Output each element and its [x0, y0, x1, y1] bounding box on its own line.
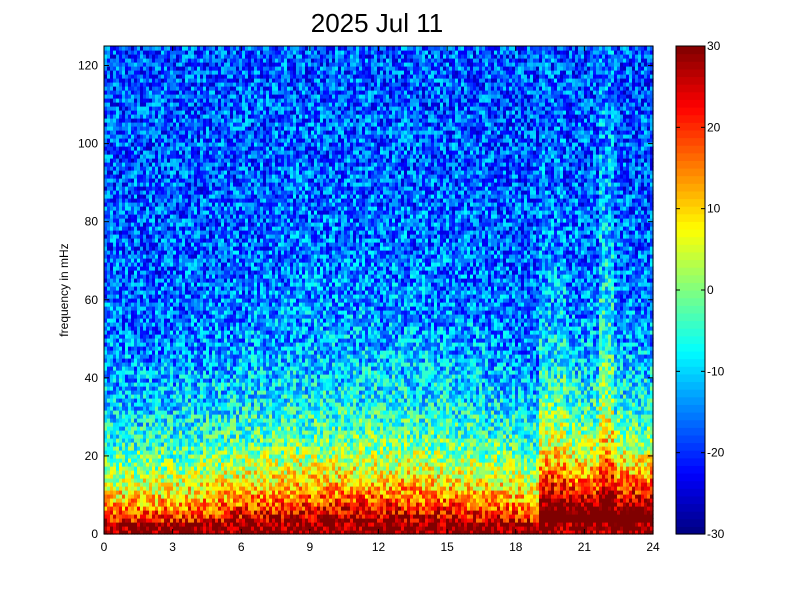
colorbar-segment — [676, 274, 705, 283]
colorbar-segment — [676, 160, 705, 169]
colorbar-segment — [676, 457, 705, 466]
colorbar-segment — [676, 267, 705, 276]
colorbar-segment — [676, 419, 705, 428]
y-axis: 0 20 40 60 80 100 120 — [78, 59, 653, 541]
colorbar-segment — [676, 221, 705, 230]
colorbar-segment — [676, 91, 705, 100]
colorbar-segment — [676, 297, 705, 306]
colorbar-segment — [676, 305, 705, 314]
colorbar-segment — [676, 107, 705, 116]
y-tick-label: 100 — [78, 137, 98, 151]
colorbar-segment — [676, 320, 705, 329]
x-axis: 0 3 6 9 12 15 18 21 24 — [101, 46, 660, 554]
x-tick-label: 6 — [238, 540, 245, 554]
colorbar-tick-label: -20 — [707, 446, 725, 460]
y-tick-label: 40 — [85, 371, 99, 385]
y-tick-label: 120 — [78, 59, 98, 73]
colorbar-segment — [676, 434, 705, 444]
colorbar-segment — [676, 84, 705, 93]
colorbar-segment — [676, 473, 705, 482]
colorbar-segment — [676, 328, 705, 337]
colorbar-segment — [676, 518, 705, 527]
colorbar-segment — [676, 427, 705, 436]
colorbar-tick-label: -30 — [707, 527, 725, 541]
y-tick-label: 80 — [85, 215, 99, 229]
colorbar-segment — [676, 99, 705, 108]
colorbar-segment — [676, 76, 705, 85]
x-tick-label: 12 — [372, 540, 386, 554]
colorbar-segment — [676, 480, 705, 489]
colorbar-tick-label: 20 — [707, 120, 721, 134]
colorbar-segment — [676, 358, 705, 367]
colorbar-tick-label: 30 — [707, 39, 721, 53]
colorbar-segment — [676, 206, 705, 215]
x-tick-label: 0 — [101, 540, 108, 554]
colorbar-segment — [676, 488, 705, 497]
colorbar-segment — [676, 404, 705, 413]
colorbar-segment — [676, 503, 705, 512]
colorbar-segment — [676, 396, 705, 405]
colorbar-segment — [676, 290, 705, 299]
colorbar-tick-label: 0 — [707, 283, 714, 297]
x-tick-label: 9 — [307, 540, 314, 554]
colorbar-ticks: 30 20 10 0 -10 -20 -30 — [676, 39, 725, 541]
colorbar-segment — [676, 389, 705, 398]
colorbar-segment — [676, 190, 705, 200]
colorbar-segment — [676, 450, 705, 459]
x-tick-label: 24 — [646, 540, 660, 554]
colorbar-segment — [676, 351, 705, 360]
colorbar-segment — [676, 335, 705, 344]
chart-title: 2025 Jul 11 — [311, 8, 444, 38]
x-tick-label: 21 — [578, 540, 592, 554]
y-tick-label: 0 — [91, 527, 98, 541]
colorbar-segment — [676, 236, 705, 245]
colorbar-segment — [676, 53, 705, 62]
colorbar-segment — [676, 373, 705, 383]
colorbar-segment — [676, 152, 705, 161]
y-tick-label: 20 — [85, 449, 99, 463]
colorbar-segment — [676, 412, 705, 421]
colorbar-segment — [676, 183, 705, 192]
colorbar-segment — [676, 46, 705, 55]
colorbar — [676, 46, 705, 535]
colorbar-tick-label: -10 — [707, 364, 725, 378]
x-tick-label: 18 — [509, 540, 523, 554]
colorbar-segment — [676, 312, 705, 322]
colorbar-segment — [676, 61, 705, 70]
colorbar-segment — [676, 381, 705, 390]
colorbar-segment — [676, 442, 705, 451]
colorbar-segment — [676, 213, 705, 222]
colorbar-segment — [676, 122, 705, 131]
colorbar-segment — [676, 511, 705, 520]
y-tick-label: 60 — [85, 293, 99, 307]
x-tick-label: 3 — [169, 540, 176, 554]
colorbar-tick-label: 10 — [707, 202, 721, 216]
colorbar-segment — [676, 495, 705, 505]
colorbar-segment — [676, 145, 705, 154]
x-tick-label: 15 — [440, 540, 454, 554]
colorbar-segment — [676, 137, 705, 146]
colorbar-segment — [676, 68, 705, 78]
y-axis-label: frequency in mHz — [57, 243, 71, 336]
colorbar-segment — [676, 229, 705, 238]
colorbar-segment — [676, 343, 705, 352]
colorbar-segment — [676, 251, 705, 261]
colorbar-segment — [676, 465, 705, 474]
colorbar-segment — [676, 259, 705, 268]
colorbar-segment — [676, 175, 705, 184]
colorbar-segment — [676, 129, 705, 139]
colorbar-segment — [676, 168, 705, 177]
colorbar-segment — [676, 526, 705, 535]
colorbar-segment — [676, 366, 705, 375]
colorbar-segment — [676, 198, 705, 207]
colorbar-segment — [676, 244, 705, 253]
colorbar-segment — [676, 114, 705, 123]
spectrogram-heatmap — [104, 46, 654, 535]
colorbar-segment — [676, 282, 705, 291]
